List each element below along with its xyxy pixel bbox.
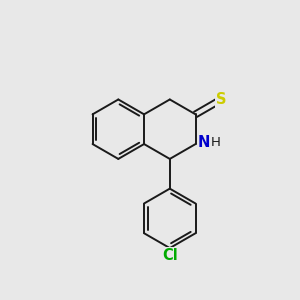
Text: Cl: Cl xyxy=(162,248,178,263)
Text: H: H xyxy=(210,136,220,149)
Text: S: S xyxy=(216,92,226,107)
Text: N: N xyxy=(198,135,210,150)
